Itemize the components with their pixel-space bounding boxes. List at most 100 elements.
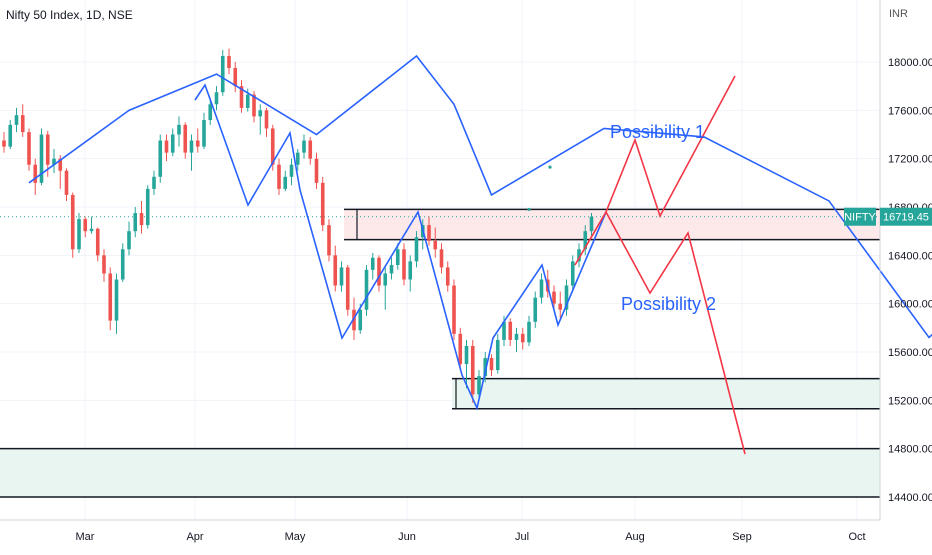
price-tick-label: 17600.00 bbox=[888, 105, 932, 117]
candle-up bbox=[202, 120, 206, 147]
candle-up bbox=[370, 257, 375, 270]
time-tick-label: Oct bbox=[848, 531, 865, 543]
price-tick-label: 16000.00 bbox=[888, 299, 932, 311]
time-tick-label: Aug bbox=[625, 531, 645, 543]
price-tick-label: 15600.00 bbox=[888, 347, 932, 359]
candle-up bbox=[527, 321, 531, 343]
candle-down bbox=[520, 333, 525, 343]
stray-point bbox=[548, 165, 552, 169]
projection-path-1 bbox=[574, 75, 736, 266]
candle-down bbox=[470, 345, 475, 395]
candle-down bbox=[352, 309, 356, 331]
annotation-possibility-2: Possibility 2 bbox=[621, 294, 716, 314]
candle-up bbox=[389, 265, 394, 274]
chart-title: Nifty 50 Index, 1D, NSE bbox=[6, 8, 133, 22]
price-tick-label: 14400.00 bbox=[888, 492, 932, 504]
candle-up bbox=[189, 140, 194, 153]
candle-up bbox=[14, 115, 19, 125]
candle-up bbox=[514, 333, 519, 340]
candle-down bbox=[445, 267, 450, 286]
candle-down bbox=[108, 273, 113, 321]
candle-up bbox=[208, 104, 213, 120]
candle-down bbox=[58, 158, 63, 171]
candle-up bbox=[158, 140, 163, 177]
candle-down bbox=[345, 267, 350, 310]
candle-down bbox=[439, 249, 444, 268]
symbol-label: NIFTY bbox=[844, 212, 876, 224]
time-tick-label: Sep bbox=[732, 531, 752, 543]
candle-down bbox=[83, 219, 88, 232]
candle-down bbox=[27, 132, 31, 165]
candle-down bbox=[377, 257, 381, 286]
candle-up bbox=[483, 358, 488, 377]
candle-down bbox=[64, 170, 69, 195]
candle-up bbox=[52, 158, 56, 165]
candle-up bbox=[120, 249, 125, 280]
candle-up bbox=[408, 261, 413, 280]
candle-up bbox=[577, 249, 581, 262]
candle-up bbox=[295, 152, 300, 165]
candle-up bbox=[358, 309, 363, 331]
candle-down bbox=[233, 68, 238, 87]
time-tick-label: Jun bbox=[398, 531, 416, 543]
candle-up bbox=[220, 55, 225, 93]
time-tick-label: May bbox=[285, 531, 306, 543]
candle-up bbox=[364, 269, 369, 310]
candle-up bbox=[589, 216, 594, 232]
candle-down bbox=[183, 124, 188, 153]
candle-down bbox=[139, 213, 144, 226]
zone-2 bbox=[452, 378, 880, 409]
candle-down bbox=[508, 321, 513, 340]
candle-up bbox=[177, 124, 181, 135]
candle-up bbox=[170, 134, 175, 153]
projection-path-2 bbox=[605, 211, 746, 455]
candle-up bbox=[583, 231, 588, 250]
candle-up bbox=[414, 237, 419, 262]
candle-up bbox=[89, 228, 94, 232]
candle-up bbox=[214, 92, 219, 105]
candle-up bbox=[152, 176, 156, 189]
candle-up bbox=[8, 124, 13, 147]
candle-down bbox=[458, 333, 463, 365]
candle-down bbox=[264, 110, 269, 129]
time-tick-label: Jul bbox=[515, 531, 529, 543]
wave-path-blue-main bbox=[194, 83, 607, 411]
candle-down bbox=[102, 255, 106, 274]
price-tick-label: 14800.00 bbox=[888, 444, 932, 456]
candle-up bbox=[145, 188, 150, 226]
candle-up bbox=[302, 140, 306, 153]
candle-down bbox=[95, 228, 100, 256]
candle-down bbox=[427, 225, 431, 241]
price-tick-label: 18000.00 bbox=[888, 57, 932, 69]
candle-down bbox=[252, 94, 256, 117]
currency-label: INR bbox=[889, 8, 908, 20]
candle-down bbox=[70, 194, 75, 250]
candle-down bbox=[320, 182, 325, 226]
candle-down bbox=[402, 249, 406, 280]
candle-down bbox=[45, 134, 50, 165]
time-tick-label: Mar bbox=[76, 531, 95, 543]
annotation-possibility-1: Possibility 1 bbox=[610, 122, 705, 142]
candle-up bbox=[339, 267, 344, 286]
candle-up bbox=[477, 376, 481, 395]
candle-up bbox=[564, 285, 569, 310]
candle-down bbox=[270, 128, 275, 165]
last-price-badge bbox=[880, 207, 932, 226]
candle-up bbox=[502, 321, 506, 340]
zone-3 bbox=[0, 448, 880, 497]
candle-up bbox=[289, 164, 294, 177]
candle-up bbox=[77, 219, 81, 250]
candle-up bbox=[127, 231, 131, 250]
candle-down bbox=[552, 291, 556, 304]
candle-down bbox=[314, 158, 319, 183]
wave-path-blue bbox=[28, 54, 932, 339]
candle-down bbox=[333, 255, 338, 286]
candle-down bbox=[489, 358, 494, 371]
candle-down bbox=[277, 164, 281, 189]
price-tick-label: 16400.00 bbox=[888, 250, 932, 262]
stray-point bbox=[527, 207, 531, 212]
candle-down bbox=[327, 225, 331, 256]
price-tick-label: 17200.00 bbox=[888, 154, 932, 166]
candle-up bbox=[383, 273, 388, 286]
